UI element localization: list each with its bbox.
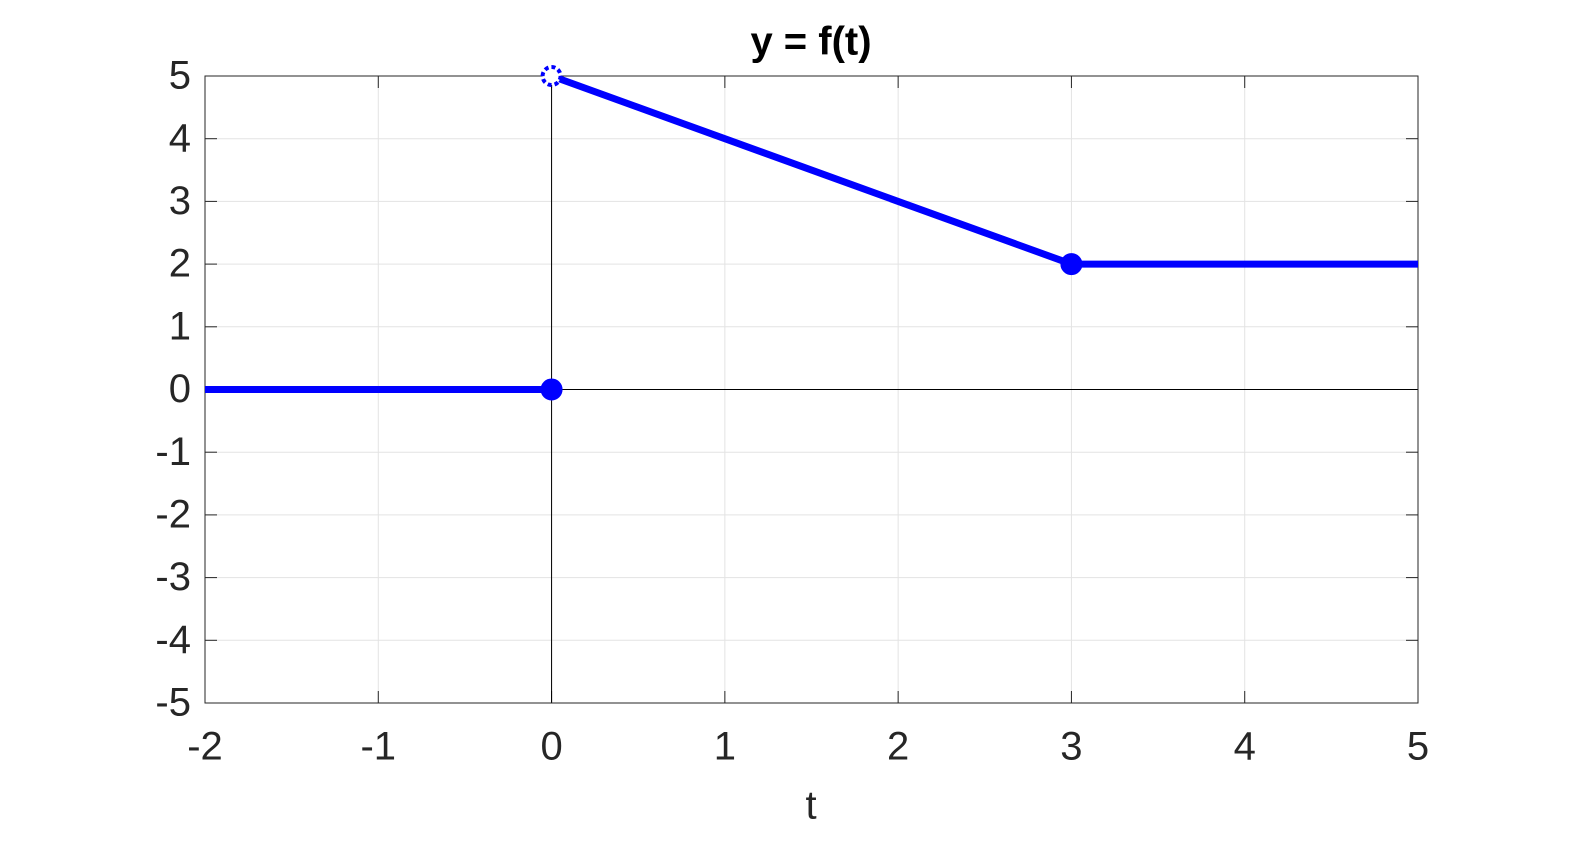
data-point: [1060, 253, 1083, 276]
y-tick-label: -5: [155, 681, 191, 725]
y-tick-label: 0: [169, 367, 191, 411]
chart-title: y = f(t): [750, 20, 871, 64]
x-tick-label: -1: [360, 725, 396, 769]
x-tick-label: 0: [540, 725, 562, 769]
y-tick-label: 3: [169, 179, 191, 223]
y-tick-label: 4: [169, 116, 191, 160]
y-tick-label: -2: [155, 492, 191, 536]
y-tick-label: 5: [169, 54, 191, 98]
x-tick-label: 4: [1234, 725, 1256, 769]
y-tick-label: 1: [169, 304, 191, 348]
x-tick-label: 3: [1060, 725, 1082, 769]
y-tick-label: 2: [169, 242, 191, 286]
x-tick-label: 1: [714, 725, 736, 769]
y-tick-label: -1: [155, 430, 191, 474]
x-tick-label: -2: [187, 725, 223, 769]
x-axis-label: t: [805, 784, 816, 828]
data-point: [540, 65, 563, 87]
x-tick-label: 2: [887, 725, 909, 769]
x-tick-label: 5: [1407, 725, 1429, 769]
y-tick-label: -3: [155, 555, 191, 599]
data-point: [540, 378, 563, 401]
y-tick-label: -4: [155, 618, 191, 662]
